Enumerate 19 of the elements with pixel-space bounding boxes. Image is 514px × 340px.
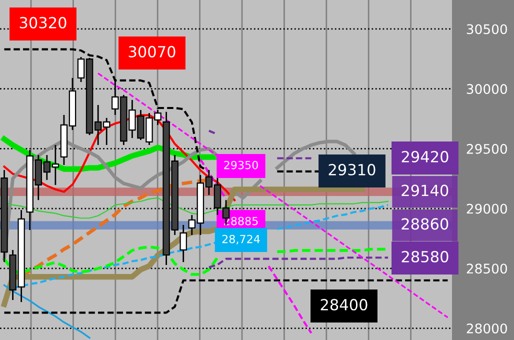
ref-line-label: 29140: [402, 184, 448, 196]
line-series: [208, 256, 390, 268]
line-series: [3, 284, 90, 339]
annotation: 28580: [402, 250, 448, 262]
candlestick: [180, 224, 187, 263]
ref-line-label: 28860: [402, 218, 448, 230]
annotation: 29420: [402, 150, 448, 162]
annotation: 29310: [328, 164, 376, 176]
y-tick-label: 28500: [466, 264, 507, 274]
y-tick-label: 30500: [466, 24, 507, 34]
y-tick-label: 30000: [466, 84, 507, 94]
annotation: 29350: [224, 160, 258, 170]
annotation: 28400: [320, 298, 368, 310]
y-tick-label: 28000: [466, 323, 507, 334]
annotation: 28,724: [222, 234, 260, 244]
y-tick-label: 29500: [466, 144, 507, 154]
annotation: 30320: [20, 16, 66, 28]
annotation: 30070: [128, 46, 176, 58]
y-tick-label: 29000: [466, 204, 507, 214]
